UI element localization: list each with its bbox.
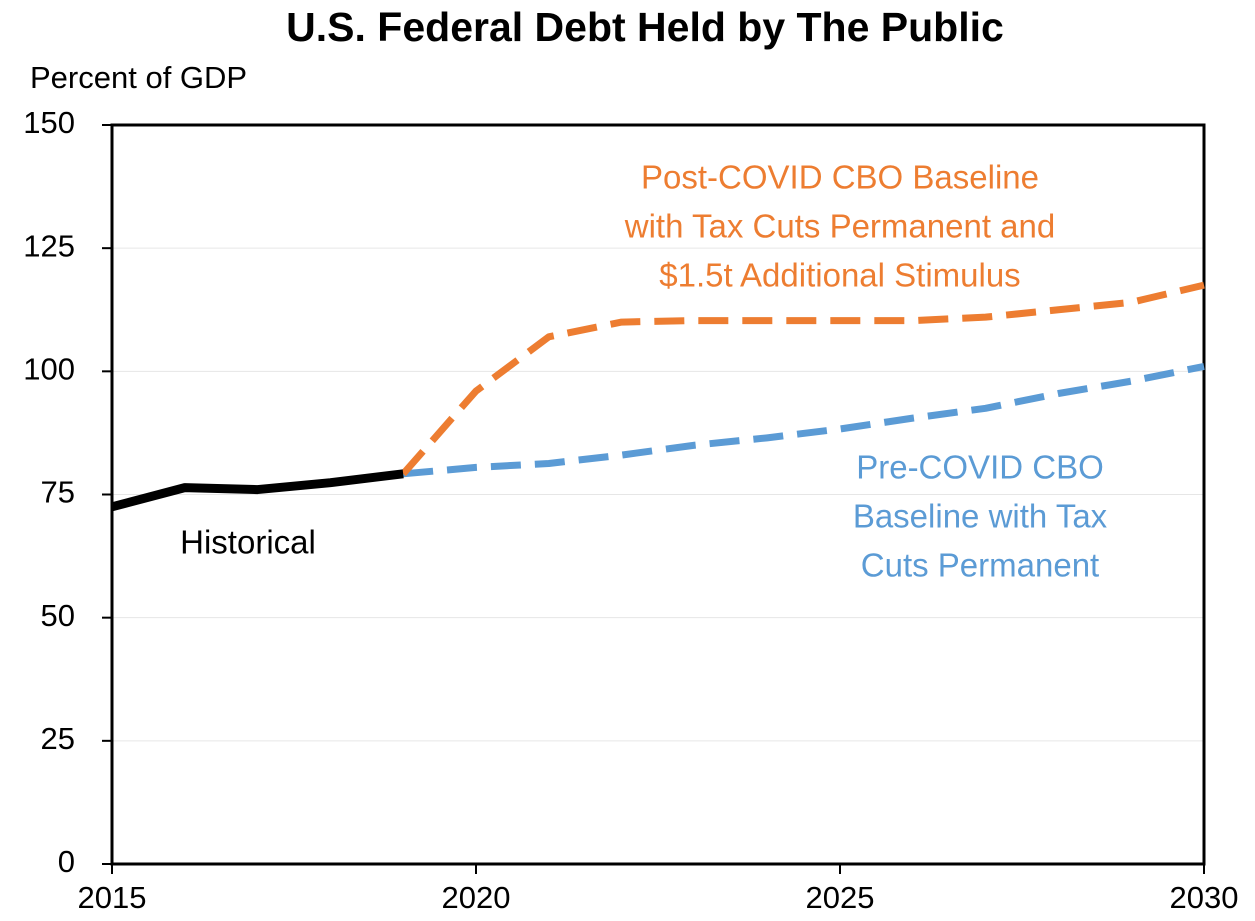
y-tick-label: 125	[23, 228, 75, 263]
series-line	[400, 281, 1205, 477]
x-tick-label: 2025	[806, 880, 875, 915]
annotation: Cuts Permanent	[861, 547, 1099, 584]
y-tick-label: 150	[23, 105, 75, 140]
annotation: Post-COVID CBO Baseline	[641, 159, 1039, 196]
x-tick-label: 2015	[78, 880, 147, 915]
y-tick-label: 25	[41, 721, 75, 756]
y-tick-label: 50	[41, 598, 75, 633]
x-tick-label: 2020	[442, 880, 511, 915]
series-line	[110, 469, 404, 512]
annotation: with Tax Cuts Permanent and	[624, 208, 1055, 245]
annotation: $1.5t Additional Stimulus	[659, 257, 1020, 294]
annotation: Pre-COVID CBO	[856, 449, 1104, 486]
y-axis-label: Percent of GDP	[30, 60, 247, 95]
plot-frame	[110, 123, 1206, 866]
x-tick-label: 2030	[1170, 880, 1239, 915]
annotation: Baseline with Tax	[853, 498, 1108, 535]
chart-title: U.S. Federal Debt Held by The Public	[286, 4, 1004, 50]
annotation: Historical	[180, 524, 316, 561]
y-tick-label: 75	[41, 475, 75, 510]
y-tick-label: 100	[23, 352, 75, 387]
series-line	[402, 362, 1205, 478]
y-tick-label: 0	[58, 844, 75, 879]
